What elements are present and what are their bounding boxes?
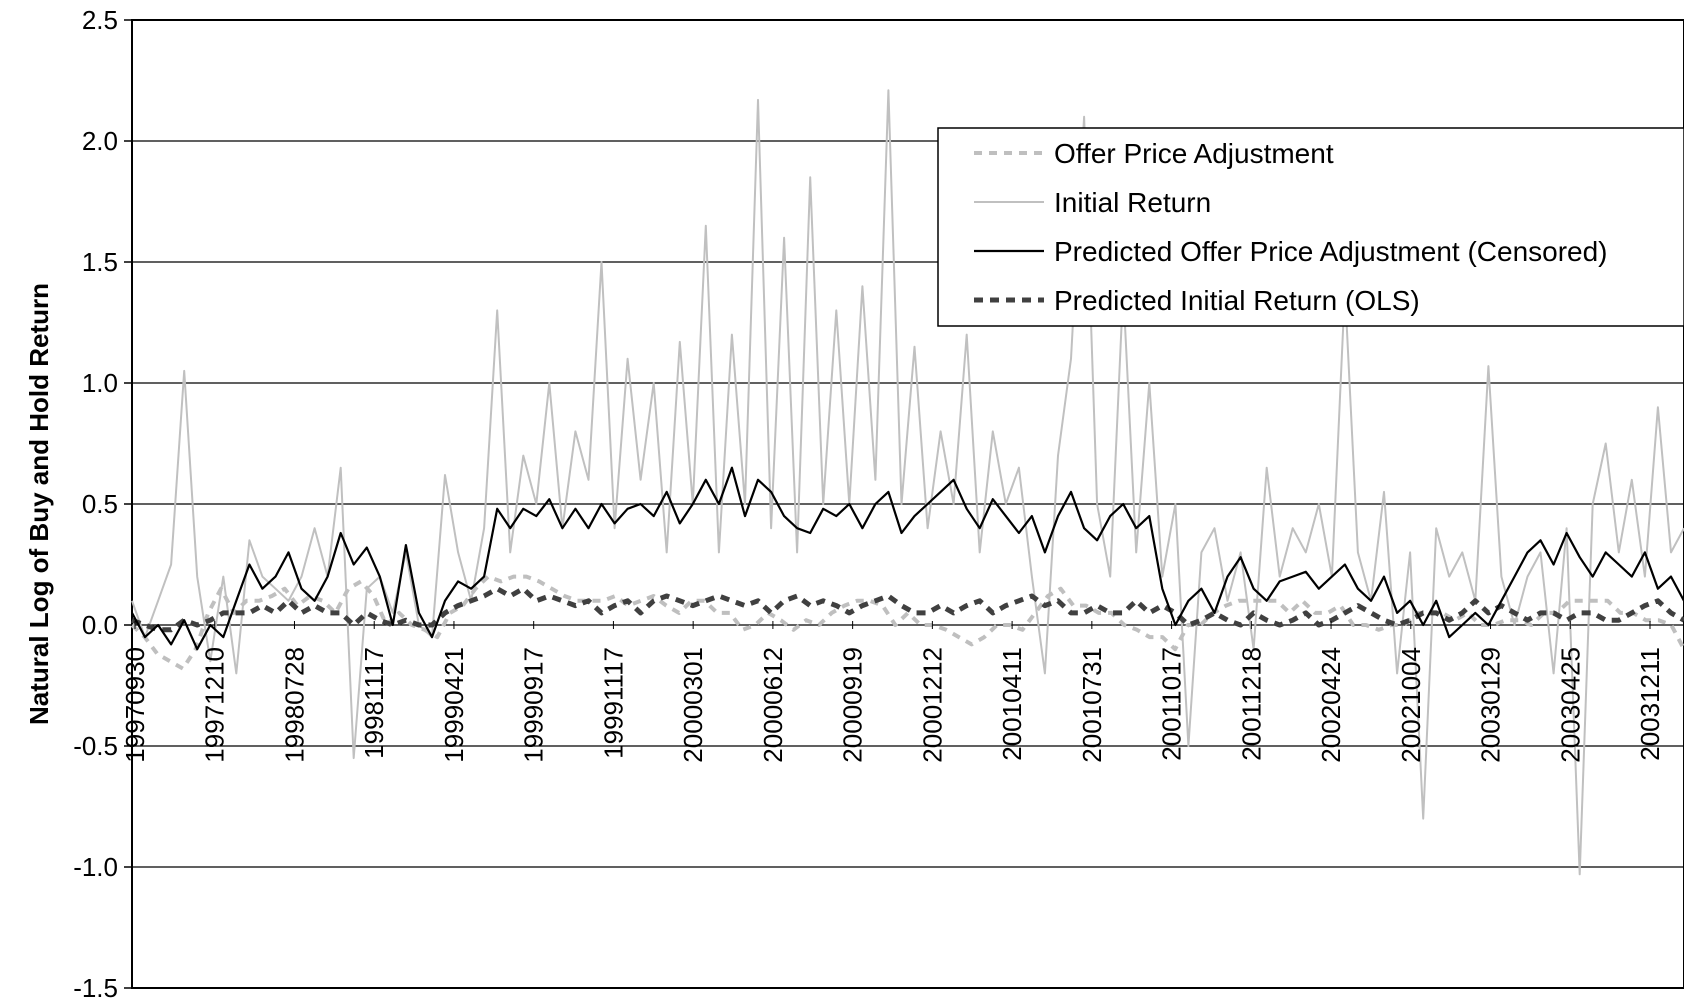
y-tick-label: -1.5 xyxy=(73,973,118,1001)
y-tick-label: -1.0 xyxy=(73,852,118,882)
x-tick-label: 20030425 xyxy=(1555,647,1585,763)
x-tick-label: 19970930 xyxy=(120,647,150,763)
y-tick-label: 2.5 xyxy=(82,5,118,35)
x-tick-label: 20010731 xyxy=(1077,647,1107,763)
y-tick-label: 0.5 xyxy=(82,489,118,519)
y-tick-label: 1.5 xyxy=(82,247,118,277)
x-tick-label: 20010411 xyxy=(997,647,1027,761)
y-axis-ticks: 2.5 2.0 1.5 1.0 0.5 0.0 -0.5 -1.0 -1.5 xyxy=(73,5,132,1003)
x-axis-ticks: 19970930 19971210 19980728 19981117 19990421… xyxy=(120,621,1665,763)
x-tick-label: 19990917 xyxy=(519,647,549,763)
y-axis-label: Natural Log of Buy and Hold Return xyxy=(24,283,54,725)
y-tick-label: 0.0 xyxy=(82,610,118,640)
x-tick-label: 20011218 xyxy=(1236,647,1266,761)
x-tick-label: 19990421 xyxy=(439,647,469,763)
x-tick-label: 20000301 xyxy=(678,647,708,763)
legend: Offer Price Adjustment Initial Return Pred… xyxy=(937,127,1684,327)
x-tick-label: 20000612 xyxy=(758,647,788,763)
x-tick-label: 19981117 xyxy=(359,647,389,759)
x-tick-label: 19980728 xyxy=(279,647,309,763)
x-tick-label: 20031211 xyxy=(1635,647,1665,761)
y-tick-label: 1.0 xyxy=(82,368,118,398)
legend-box xyxy=(937,127,1684,327)
y-tick-label: 2.0 xyxy=(82,126,118,156)
legend-items: Offer Price Adjustment Initial Return Pred… xyxy=(974,138,1608,316)
x-tick-label: 20000919 xyxy=(838,647,868,763)
x-tick-label: 20020424 xyxy=(1316,647,1346,763)
series-line-4 xyxy=(131,586,1684,633)
series-lines xyxy=(130,89,1684,876)
legend-label: Initial Return xyxy=(1054,187,1211,218)
x-tick-label: 20011017 xyxy=(1157,647,1187,761)
legend-label: Offer Price Adjustment xyxy=(1054,138,1334,169)
legend-label: Predicted Offer Price Adjustment (Censor… xyxy=(1054,236,1608,267)
x-tick-label: 20021004 xyxy=(1396,647,1426,763)
series-line-3 xyxy=(131,466,1684,651)
y-tick-label: -0.5 xyxy=(73,731,118,761)
legend-label: Predicted Initial Return (OLS) xyxy=(1054,285,1420,316)
x-tick-label: 20001212 xyxy=(917,647,947,763)
x-tick-label: 19971210 xyxy=(200,647,230,763)
x-tick-label: 20030129 xyxy=(1476,647,1506,763)
x-tick-label: 19991117 xyxy=(598,647,628,759)
series-line-2 xyxy=(131,89,1684,876)
